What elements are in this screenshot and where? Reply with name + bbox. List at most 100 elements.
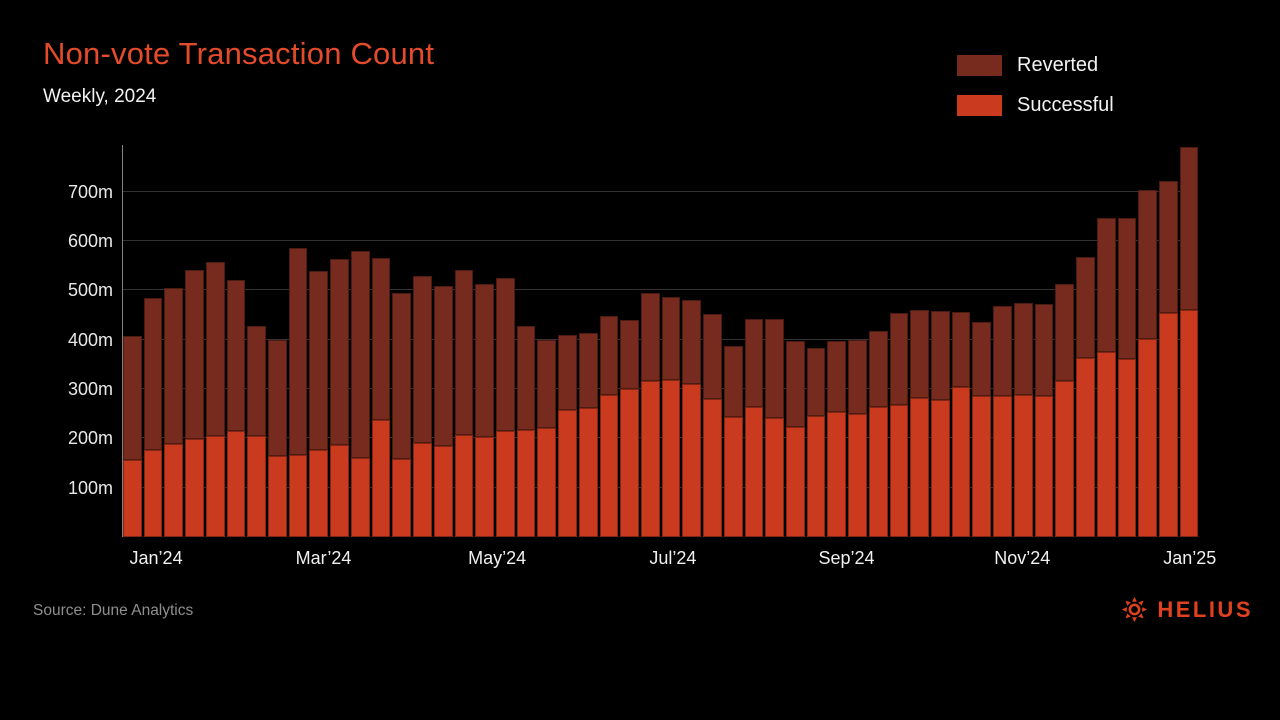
bar-week-36-successful[interactable] <box>848 414 867 537</box>
bar-week-48-successful[interactable] <box>1096 352 1116 537</box>
bar-week-41-reverted[interactable] <box>951 312 971 388</box>
bar-week-27-successful[interactable] <box>661 380 681 537</box>
bar-week-16-reverted[interactable] <box>433 286 453 447</box>
bar-week-50-successful[interactable] <box>1138 338 1157 537</box>
bar-week-4-successful[interactable] <box>185 438 204 537</box>
bar-week-11-reverted[interactable] <box>330 259 349 445</box>
bar-week-50-reverted[interactable] <box>1138 190 1157 339</box>
helius-brand[interactable]: HELIUS <box>1121 596 1253 623</box>
bar-week-49-successful[interactable] <box>1117 358 1137 537</box>
bar-week-35-reverted[interactable] <box>827 340 847 412</box>
bar-week-35-successful[interactable] <box>827 411 847 537</box>
bar-week-15-successful[interactable] <box>413 442 432 537</box>
bar-week-6-successful[interactable] <box>226 431 246 537</box>
bar-week-39-reverted[interactable] <box>910 310 930 399</box>
bar-week-23-reverted[interactable] <box>578 333 598 409</box>
bar-week-39-successful[interactable] <box>910 398 930 537</box>
bar-week-46[interactable] <box>1055 145 1075 537</box>
bar-week-13-reverted[interactable] <box>371 257 391 421</box>
bar-week-3-reverted[interactable] <box>164 287 184 445</box>
bar-week-10[interactable] <box>309 145 329 537</box>
bar-week-26[interactable] <box>640 145 660 537</box>
bar-week-8-reverted[interactable] <box>268 339 287 456</box>
bar-week-28-successful[interactable] <box>682 384 702 537</box>
bar-week-11-successful[interactable] <box>330 444 349 537</box>
bar-week-52[interactable] <box>1179 145 1199 537</box>
bar-week-33[interactable] <box>786 145 805 537</box>
bar-week-26-successful[interactable] <box>640 381 660 537</box>
bar-week-14-reverted[interactable] <box>392 292 412 460</box>
bar-week-1-reverted[interactable] <box>123 335 142 461</box>
bar-week-49-reverted[interactable] <box>1117 218 1137 359</box>
bar-week-3-successful[interactable] <box>164 444 184 537</box>
bar-week-20-reverted[interactable] <box>516 325 536 430</box>
bar-week-13[interactable] <box>371 145 391 537</box>
bar-week-38-reverted[interactable] <box>889 313 909 406</box>
bar-week-5-reverted[interactable] <box>205 262 225 436</box>
bar-week-12[interactable] <box>350 145 370 537</box>
bar-week-35[interactable] <box>827 145 847 537</box>
bar-week-22-reverted[interactable] <box>558 334 577 411</box>
bar-week-28-reverted[interactable] <box>682 300 702 385</box>
bar-week-32[interactable] <box>765 145 784 537</box>
bar-week-42-successful[interactable] <box>972 395 992 537</box>
bar-week-34-reverted[interactable] <box>806 347 826 417</box>
bar-week-27[interactable] <box>661 145 681 537</box>
bar-week-7-reverted[interactable] <box>247 326 267 437</box>
bar-week-16-successful[interactable] <box>433 446 453 537</box>
bar-week-38-successful[interactable] <box>889 405 909 537</box>
bar-week-45-reverted[interactable] <box>1034 303 1054 396</box>
bar-week-6[interactable] <box>226 145 246 537</box>
bar-week-5-successful[interactable] <box>205 435 225 537</box>
bar-week-22-successful[interactable] <box>558 410 577 537</box>
bar-week-8-successful[interactable] <box>268 455 287 537</box>
bar-week-32-successful[interactable] <box>765 417 784 537</box>
bar-week-3[interactable] <box>164 145 184 537</box>
bar-week-44-successful[interactable] <box>1013 394 1033 537</box>
bar-week-43[interactable] <box>993 145 1012 537</box>
bar-week-2-reverted[interactable] <box>143 298 163 450</box>
bar-week-2-successful[interactable] <box>143 449 163 537</box>
bar-week-9-reverted[interactable] <box>288 248 308 456</box>
bar-week-23-successful[interactable] <box>578 408 598 537</box>
bar-week-29[interactable] <box>703 145 722 537</box>
bar-week-29-successful[interactable] <box>703 399 722 537</box>
legend-item-reverted[interactable]: Reverted <box>957 54 1114 77</box>
bar-week-47-successful[interactable] <box>1076 357 1095 537</box>
bar-week-4[interactable] <box>185 145 204 537</box>
bar-week-37[interactable] <box>868 145 888 537</box>
bar-week-18[interactable] <box>475 145 494 537</box>
bar-week-45[interactable] <box>1034 145 1054 537</box>
bar-week-40[interactable] <box>931 145 950 537</box>
bar-week-47[interactable] <box>1076 145 1095 537</box>
bar-week-44[interactable] <box>1013 145 1033 537</box>
bar-week-12-reverted[interactable] <box>350 250 370 459</box>
bar-week-30-successful[interactable] <box>723 417 743 537</box>
bar-week-7-successful[interactable] <box>247 436 267 537</box>
bar-week-25[interactable] <box>620 145 639 537</box>
bar-week-45-successful[interactable] <box>1034 395 1054 537</box>
bar-week-50[interactable] <box>1138 145 1157 537</box>
bar-week-12-successful[interactable] <box>350 458 370 537</box>
bar-week-41-successful[interactable] <box>951 387 971 537</box>
bar-week-13-successful[interactable] <box>371 420 391 537</box>
bar-week-33-reverted[interactable] <box>786 341 805 428</box>
bar-week-34-successful[interactable] <box>806 416 826 537</box>
bar-week-1[interactable] <box>123 145 142 537</box>
bar-week-8[interactable] <box>268 145 287 537</box>
bar-week-47-reverted[interactable] <box>1076 256 1095 358</box>
bar-week-40-successful[interactable] <box>931 400 950 537</box>
bar-week-15[interactable] <box>413 145 432 537</box>
bar-week-37-reverted[interactable] <box>868 330 888 407</box>
bar-week-41[interactable] <box>951 145 971 537</box>
bar-week-25-reverted[interactable] <box>620 319 639 389</box>
bar-week-40-reverted[interactable] <box>931 311 950 401</box>
bar-week-52-reverted[interactable] <box>1179 147 1199 311</box>
legend-item-successful[interactable]: Successful <box>957 94 1114 117</box>
bar-week-23[interactable] <box>578 145 598 537</box>
bar-week-18-successful[interactable] <box>475 436 494 537</box>
bar-week-11[interactable] <box>330 145 349 537</box>
bar-week-37-successful[interactable] <box>868 406 888 537</box>
bar-week-43-reverted[interactable] <box>993 306 1012 396</box>
bar-week-7[interactable] <box>247 145 267 537</box>
